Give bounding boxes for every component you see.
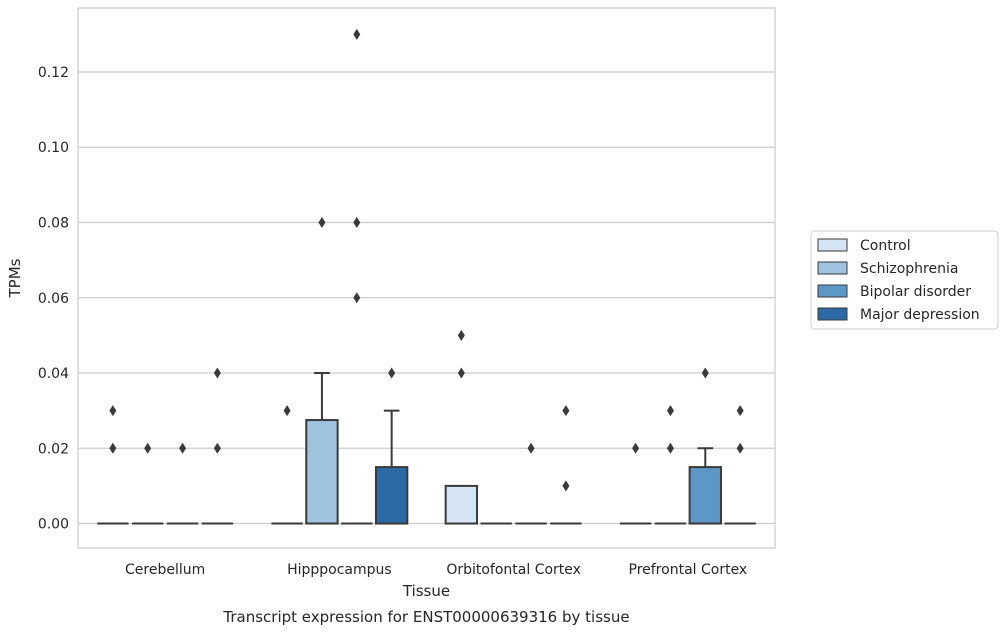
box-0-0 — [97, 405, 129, 525]
x-tick-labels: Cerebellum Hipppocampus Orbitofontal Corte… — [125, 562, 747, 578]
box-3-3 — [724, 405, 756, 525]
box-1-0 — [132, 442, 164, 525]
y-tick-label: 0.08 — [38, 215, 69, 231]
legend-swatch — [817, 284, 848, 298]
y-tick-label: 0.10 — [38, 140, 69, 156]
outlier-point — [666, 442, 674, 454]
box-body — [305, 419, 339, 525]
box-0-2 — [444, 329, 479, 525]
legend-label: Control — [860, 238, 911, 254]
y-tick-label: 0.00 — [38, 517, 69, 533]
outlier-point — [457, 367, 465, 379]
box-2-1 — [341, 28, 373, 525]
outlier-point — [666, 405, 674, 417]
outlier-point — [213, 367, 221, 379]
legend-label: Bipolar disorder — [860, 284, 971, 300]
x-tick-label: Orbitofontal Cortex — [446, 562, 581, 578]
legend-swatch — [817, 307, 848, 321]
outlier-point — [353, 28, 361, 40]
gridlines — [78, 71, 775, 525]
box-1-1 — [305, 216, 339, 525]
box-0-1 — [271, 405, 303, 525]
legend-swatch — [817, 238, 848, 252]
outlier-point — [318, 216, 326, 228]
outlier-point — [562, 405, 570, 417]
legend-label: Major depression — [860, 307, 980, 323]
outlier-point — [632, 442, 640, 454]
y-tick-label: 0.04 — [38, 366, 69, 382]
outlier-point — [527, 442, 535, 454]
box-body — [374, 466, 409, 525]
outlier-point — [736, 442, 744, 454]
box-series — [97, 28, 756, 525]
outlier-point — [283, 405, 291, 417]
legend-swatch — [817, 261, 848, 275]
x-axis-label: Tissue — [402, 582, 450, 600]
outlier-point — [353, 216, 361, 228]
box-body — [688, 466, 722, 525]
x-tick-label: Hipppocampus — [287, 562, 392, 578]
box-3-1 — [374, 367, 409, 525]
outlier-point — [736, 405, 744, 417]
box-2-0 — [166, 442, 199, 525]
outlier-point — [109, 405, 117, 417]
legend-frame — [810, 230, 999, 330]
box-3-0 — [201, 367, 234, 525]
y-tick-label: 0.12 — [38, 65, 69, 81]
outlier-point — [388, 367, 396, 379]
box-2-2 — [515, 442, 547, 525]
box-1-3 — [654, 405, 687, 525]
box-2-3 — [688, 367, 722, 525]
y-tick-label: 0.02 — [38, 441, 69, 457]
outlier-point — [562, 480, 570, 492]
box-0-3 — [619, 442, 652, 525]
outlier-point — [213, 442, 221, 454]
outlier-point — [109, 442, 117, 454]
outlier-point — [353, 292, 361, 304]
legend: Control Schizophrenia Bipolar disorder Majo… — [810, 230, 999, 330]
legend-label: Schizophrenia — [860, 261, 958, 277]
outlier-point — [144, 442, 152, 454]
outlier-point — [179, 442, 187, 454]
plot-frame — [77, 7, 776, 549]
outlier-point — [457, 329, 465, 341]
box-3-2 — [550, 405, 582, 525]
y-axis-label: TPMs — [6, 258, 24, 298]
y-tick-labels: 0.00 0.02 0.04 0.06 0.08 0.10 0.12 — [38, 65, 69, 533]
box-body — [444, 484, 479, 525]
outlier-point — [701, 367, 709, 379]
x-tick-label: Prefrontal Cortex — [629, 562, 748, 578]
y-tick-label: 0.06 — [38, 291, 69, 307]
chart-title: Transcript expression for ENST0000063931… — [222, 608, 629, 626]
x-tick-label: Cerebellum — [125, 562, 205, 578]
